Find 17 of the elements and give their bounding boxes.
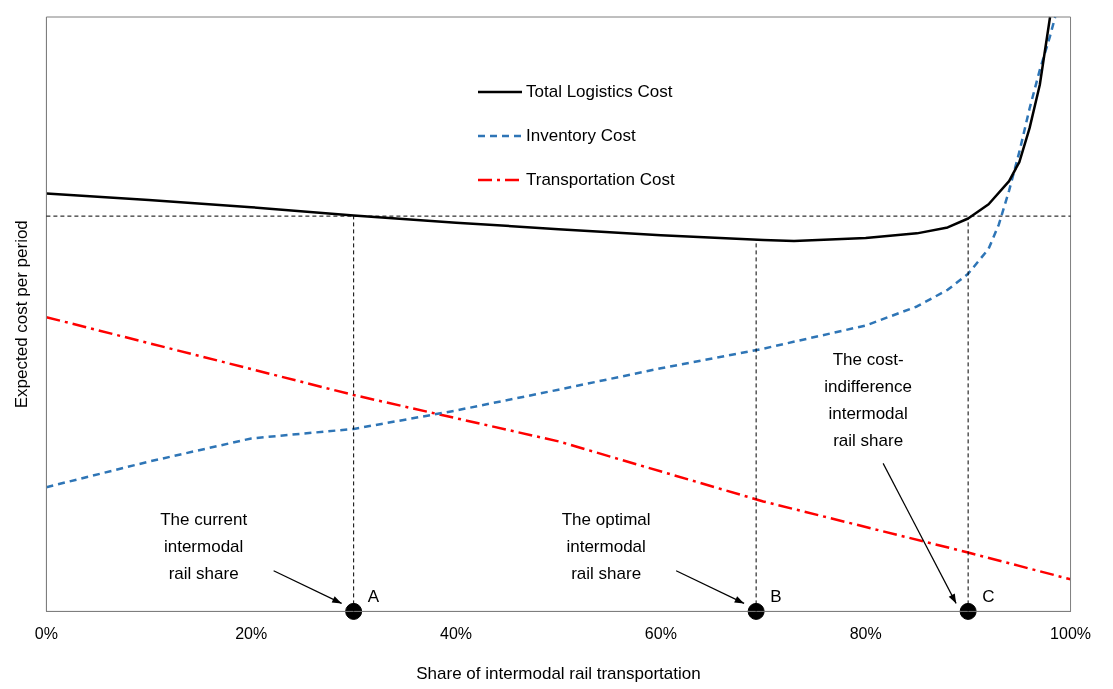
annotation: The cost- indifference intermodal rail share [824, 349, 912, 450]
annotation: C [982, 586, 995, 606]
x-tick-label: 100% [1050, 625, 1091, 643]
legend-label: Total Logistics Cost [526, 82, 673, 102]
annotation: B [770, 586, 782, 606]
legend-label: Transportation Cost [526, 170, 675, 190]
x-tick-label: 40% [440, 625, 473, 643]
annotation: The optimal intermodal rail share [561, 509, 651, 583]
y-axis-title: Expected cost per period [11, 220, 31, 409]
legend-label: Inventory Cost [526, 126, 636, 146]
x-tick-label: 80% [849, 625, 882, 643]
annotation: The current intermodal rail share [160, 509, 248, 583]
x-tick-label: 0% [34, 625, 58, 643]
x-tick-label: 60% [644, 625, 677, 643]
annotation: A [367, 586, 380, 606]
x-tick-label: 20% [235, 625, 268, 643]
x-axis-title: Share of intermodal rail transportation [416, 664, 701, 684]
